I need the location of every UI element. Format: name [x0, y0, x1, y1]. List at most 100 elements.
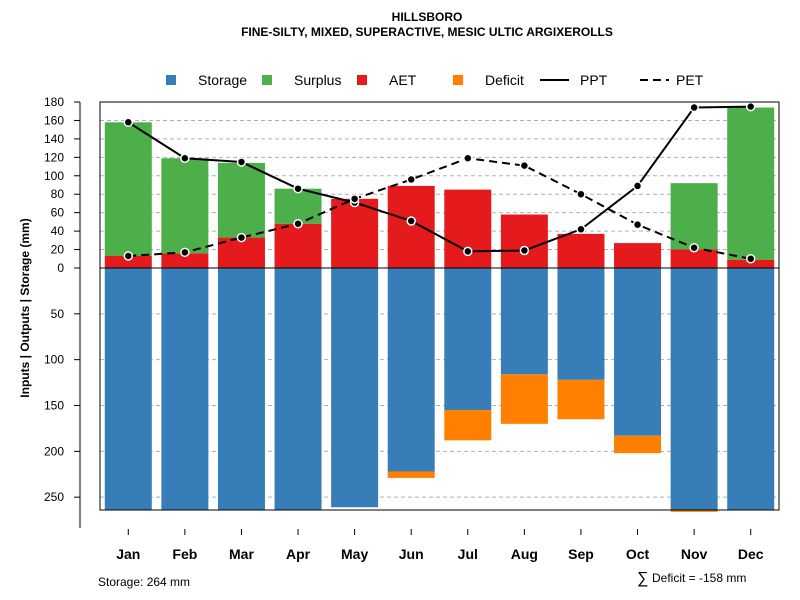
pet-point — [632, 219, 643, 230]
surplus-bar — [274, 188, 322, 224]
y-tick-label: 100 — [44, 353, 64, 367]
aet-bar — [614, 243, 662, 268]
y-tick-label: 80 — [51, 187, 65, 201]
x-tick-label: Mar — [229, 546, 254, 562]
ppt-point — [123, 117, 134, 128]
deficit-legend-swatch — [453, 75, 463, 85]
storage-bar — [274, 268, 322, 510]
axes: 0 20 40 60 80 100 120 140 160 180 50 100 150 200 250 Ja… — [44, 95, 780, 562]
pet-point — [463, 153, 473, 164]
pet-point — [293, 218, 303, 229]
ppt-point — [406, 216, 416, 226]
y-tick-label: 250 — [44, 490, 64, 504]
gridlines — [100, 101, 779, 498]
storage-legend-label: Storage — [198, 72, 247, 88]
x-tick-label: Jul — [458, 546, 478, 562]
aet-legend-swatch — [357, 75, 367, 85]
surplus-bar — [217, 162, 265, 238]
aet-bar — [557, 233, 605, 268]
storage-bar — [670, 268, 718, 510]
deficit-bar — [557, 379, 605, 420]
aet-legend-label: AET — [389, 72, 417, 88]
y-tick-label: 60 — [51, 206, 65, 220]
y-tick-label: 150 — [44, 399, 64, 413]
pet-point — [519, 160, 530, 171]
ppt-point — [236, 157, 247, 167]
pet-point — [349, 194, 360, 204]
chart-subtitle: FINE-SILTY, MIXED, SUPERACTIVE, MESIC UL… — [241, 25, 613, 39]
ppt-point — [689, 102, 699, 113]
storage-legend-swatch — [166, 75, 176, 85]
y-tick-label: 180 — [44, 95, 64, 109]
legend: Storage Surplus AET Deficit PPT PET — [166, 72, 704, 88]
deficit-bar — [614, 435, 662, 454]
bars — [104, 107, 775, 512]
ppt-legend-label: PPT — [580, 72, 608, 88]
deficit-note: Deficit = -158 mm — [652, 571, 746, 585]
pet-point — [236, 232, 247, 243]
ppt-point — [293, 183, 303, 194]
ppt-point — [745, 101, 756, 112]
aet-bar — [274, 223, 322, 268]
storage-bar — [614, 268, 662, 436]
ppt-point — [519, 245, 530, 256]
y-axis-label: Inputs | Outputs | Storage (mm) — [18, 218, 32, 397]
aet-bar — [444, 189, 492, 268]
pet-point — [745, 254, 756, 264]
ppt-line — [127, 105, 751, 253]
deficit-bar — [387, 471, 435, 478]
pet-line — [128, 157, 751, 260]
ppt-point — [180, 153, 190, 164]
pet-point — [123, 251, 134, 261]
storage-bar — [104, 268, 152, 510]
surplus-bar — [104, 122, 152, 257]
surplus-legend-swatch — [262, 75, 272, 85]
surplus-legend-label: Surplus — [294, 72, 341, 88]
plot-frame — [99, 101, 780, 511]
y-tick-label: 50 — [51, 307, 65, 321]
y-tick-label: 120 — [44, 150, 64, 164]
x-tick-label: Sep — [568, 546, 594, 562]
y-tick-label: 0 — [57, 261, 64, 275]
ppt-point — [463, 246, 473, 257]
surplus-bar — [727, 107, 775, 260]
pet-point — [180, 247, 190, 258]
storage-bar — [331, 268, 379, 508]
pet-point — [689, 242, 699, 253]
deficit-bar — [444, 410, 492, 441]
ppt-point — [576, 224, 586, 235]
deficit-symbol: ∑ — [637, 570, 648, 587]
y-tick-label: 160 — [44, 113, 64, 127]
storage-bar — [217, 268, 265, 510]
x-tick-label: Apr — [286, 546, 311, 562]
y-tick-label: 200 — [44, 444, 64, 458]
aet-bar — [161, 253, 209, 268]
deficit-bar — [670, 510, 718, 512]
storage-bar — [444, 268, 492, 411]
x-tick-label: Jan — [116, 546, 140, 562]
aet-bar — [104, 256, 152, 268]
aet-bar — [727, 259, 775, 268]
aet-bar — [500, 214, 548, 268]
storage-note: Storage: 264 mm — [98, 575, 190, 589]
aet-bar — [670, 249, 718, 268]
aet-bar — [387, 185, 435, 268]
chart-title: HILLSBORO — [392, 10, 463, 24]
x-tick-label: Feb — [172, 546, 197, 562]
x-tick-label: Dec — [738, 546, 764, 562]
storage-bar — [557, 268, 605, 380]
y-tick-label: 40 — [51, 224, 65, 238]
deficit-bar — [500, 374, 548, 424]
x-tick-label: Aug — [511, 546, 538, 562]
pet-point — [406, 174, 416, 185]
storage-bar — [727, 268, 775, 510]
storage-bar — [161, 268, 209, 510]
y-tick-label: 20 — [51, 243, 65, 257]
x-tick-label: May — [341, 546, 368, 562]
x-tick-label: Jun — [399, 546, 424, 562]
deficit-legend-label: Deficit — [485, 72, 524, 88]
pet-legend-label: PET — [676, 72, 704, 88]
pet-point — [576, 189, 586, 199]
aet-bar — [331, 198, 379, 268]
